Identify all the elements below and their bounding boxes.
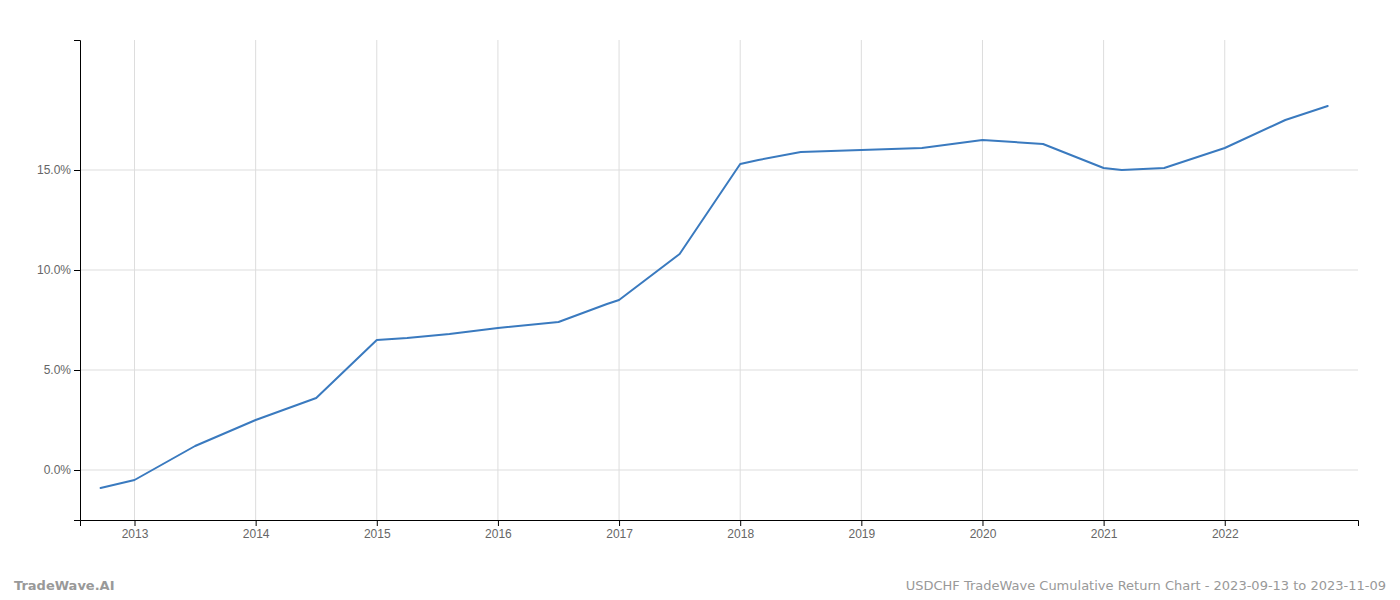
grid-line-x [376, 40, 377, 520]
footer: TradeWave.AI [14, 578, 115, 593]
tick: 2013 [122, 520, 149, 541]
tick-label: 2022 [1212, 527, 1239, 541]
grid [80, 40, 1358, 520]
tick-mark [135, 520, 136, 526]
tick: 2018 [727, 520, 754, 541]
footer: USDCHF TradeWave Cumulative Return Chart… [906, 578, 1386, 593]
tick: 0.0% [44, 463, 80, 477]
tick-mark [740, 520, 741, 526]
tick-mark [1104, 520, 1105, 526]
plot-area: 2013 2014 2015 2016 2017 2018 2019 2020 2021 2022… [37, 40, 1359, 541]
axis-line [81, 521, 1359, 527]
tick: 2020 [970, 520, 997, 541]
grid-line-x [619, 40, 620, 520]
marks [101, 106, 1328, 488]
tick: 10.0% [37, 263, 80, 277]
tick-mark [377, 520, 378, 526]
tick-label: 2018 [727, 527, 754, 541]
tick: 5.0% [44, 363, 80, 377]
grid-line-x [1103, 40, 1104, 520]
tick-mark [74, 470, 80, 471]
tick-label: 2020 [970, 527, 997, 541]
axis-line [74, 41, 81, 521]
tick-mark [861, 520, 862, 526]
tick: 2021 [1091, 520, 1118, 541]
tick-label: 2016 [485, 527, 512, 541]
tick-label: 2019 [848, 527, 875, 541]
tick-label: 2017 [606, 527, 633, 541]
tick: 15.0% [37, 163, 80, 177]
grid-line-y [80, 470, 1358, 471]
tick-label: 2014 [243, 527, 270, 541]
tick-label: 5.0% [44, 363, 72, 377]
grid-line-x [255, 40, 256, 520]
grid-line-y [80, 170, 1358, 171]
tick-mark [256, 520, 257, 526]
tick-mark [1225, 520, 1226, 526]
x-axis: 2013 2014 2015 2016 2017 2018 2019 2020 2021 2022 [81, 520, 1359, 541]
grid-line-x [982, 40, 983, 520]
tick-label: 2015 [364, 527, 391, 541]
grid-line-x [1224, 40, 1225, 520]
grid-line-y [80, 370, 1358, 371]
tick-label: 2013 [122, 527, 149, 541]
tick-mark [74, 170, 80, 171]
line [101, 106, 1328, 488]
chart: 2013 2014 2015 2016 2017 2018 2019 2020 2021 2022… [0, 0, 1400, 600]
tick-mark [619, 520, 620, 526]
tick: 2022 [1212, 520, 1239, 541]
tick-label: 10.0% [37, 263, 71, 277]
grid-line-x [740, 40, 741, 520]
tick-mark [74, 370, 80, 371]
tick-label: 15.0% [37, 163, 71, 177]
tick: 2015 [364, 520, 391, 541]
grid-line-x [497, 40, 498, 520]
grid-line-x [861, 40, 862, 520]
y-axis: 0.0% 5.0% 10.0% 15.0% [37, 41, 81, 521]
tick-mark [74, 270, 80, 271]
grid-line-x [134, 40, 135, 520]
tick: 2017 [606, 520, 633, 541]
tick-mark [498, 520, 499, 526]
tick-label: 2021 [1091, 527, 1118, 541]
tick-mark [982, 520, 983, 526]
tick: 2016 [485, 520, 512, 541]
tick-label: 0.0% [44, 463, 72, 477]
tick: 2019 [848, 520, 875, 541]
tick: 2014 [243, 520, 270, 541]
grid-line-y [80, 270, 1358, 271]
